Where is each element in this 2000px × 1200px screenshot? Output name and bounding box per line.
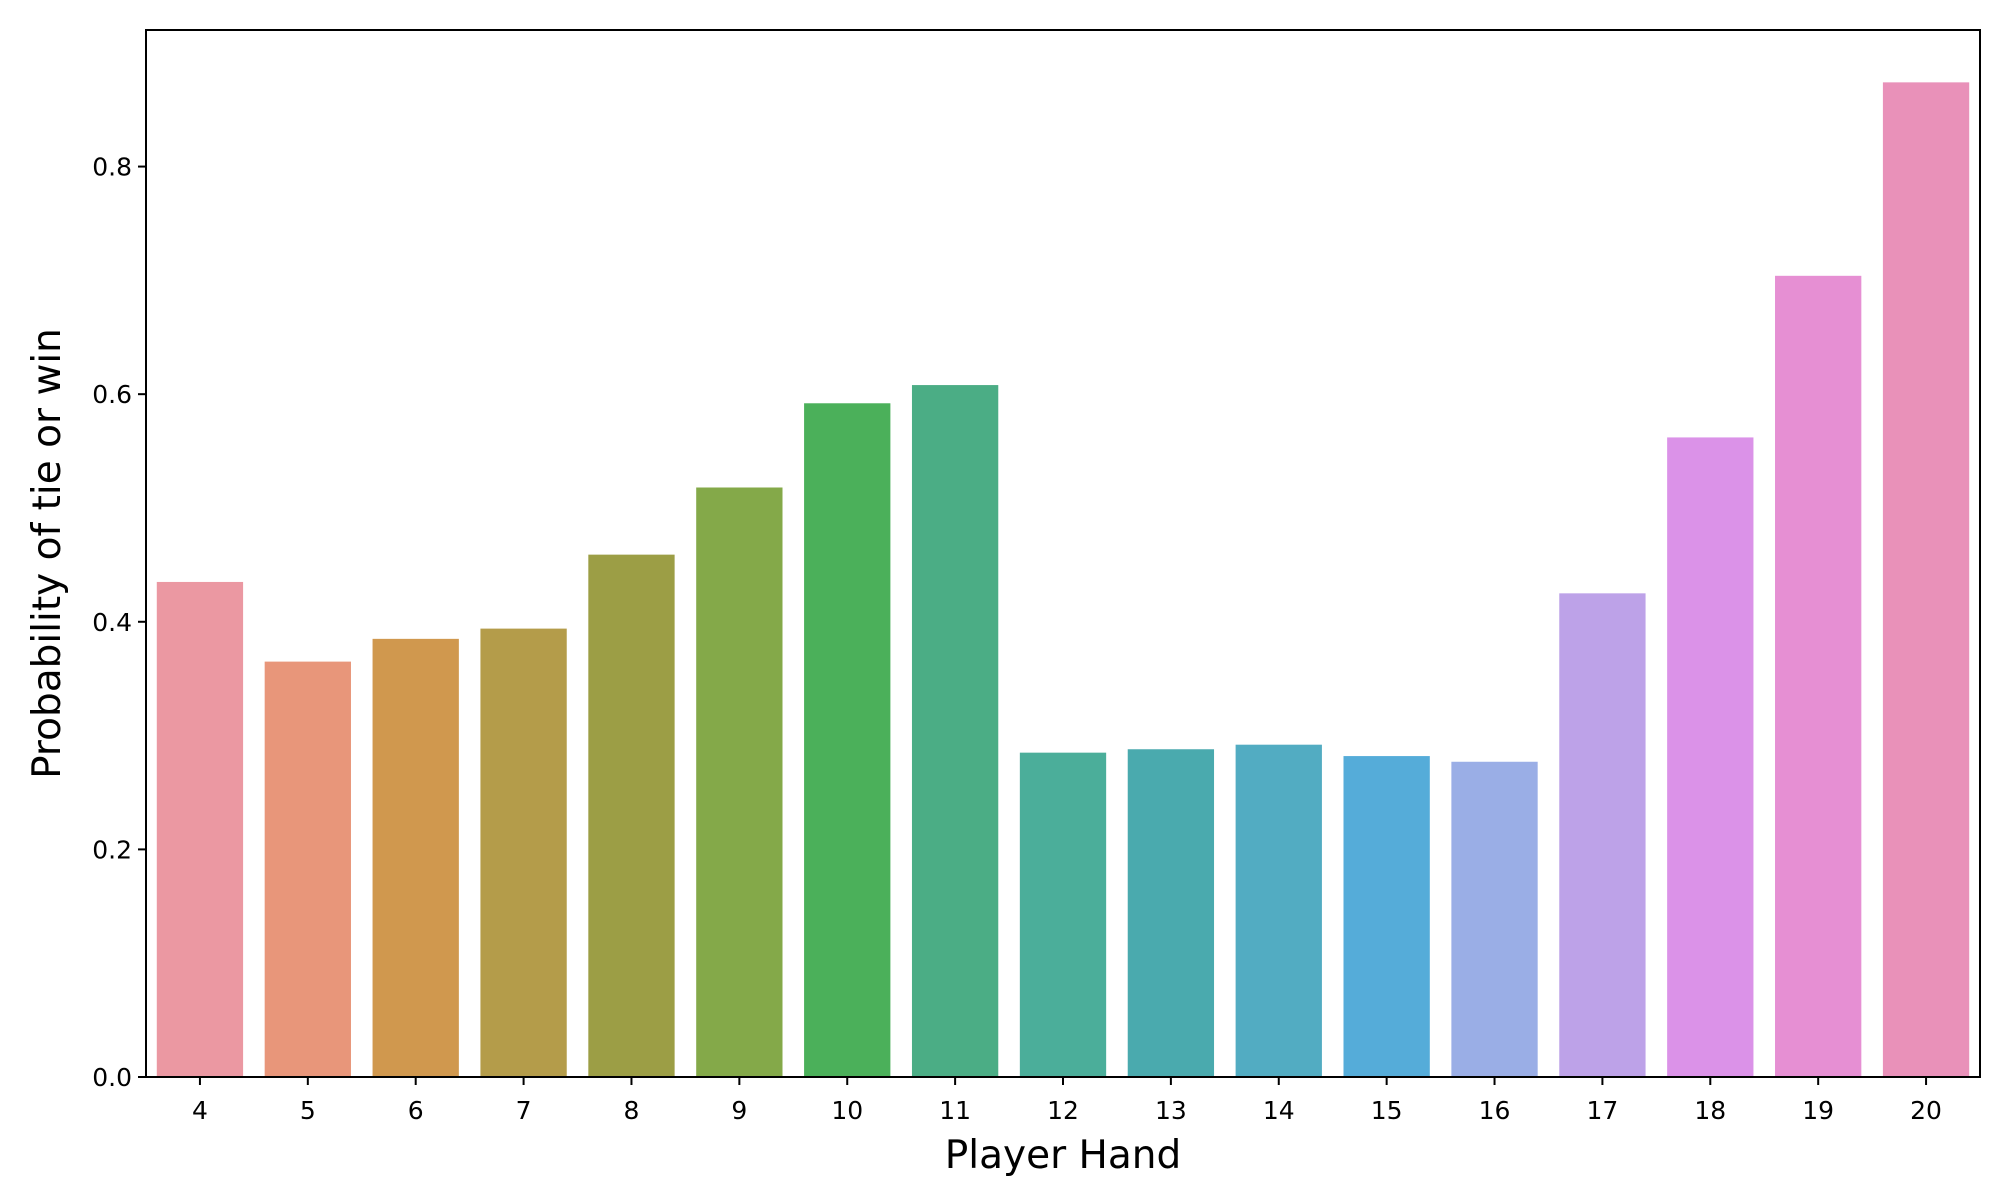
x-tick-label: 13	[1155, 1096, 1187, 1125]
bar-12	[1019, 752, 1107, 1077]
y-axis-label: Probability of tie or win	[25, 328, 70, 779]
bar-6	[372, 638, 459, 1077]
x-tick-label: 20	[1910, 1096, 1942, 1125]
x-axis-ticks: 4 5 6 7 8 9 10 11 12 13 14 15 16 17 18 19 20	[192, 1077, 1942, 1125]
y-tick-label: 0.0	[92, 1063, 132, 1092]
bar-9	[696, 487, 783, 1077]
plot-frame	[145, 29, 1981, 1078]
x-tick-label: 8	[624, 1096, 640, 1125]
bar-19	[1775, 275, 1862, 1077]
bar-7	[480, 628, 567, 1077]
x-tick-label: 14	[1263, 1096, 1295, 1125]
bar-17	[1559, 593, 1646, 1077]
x-tick-label: 9	[731, 1096, 747, 1125]
x-tick-label: 12	[1047, 1096, 1079, 1125]
bar-18	[1667, 437, 1754, 1077]
x-tick-label: 17	[1587, 1096, 1619, 1125]
bar-13	[1127, 749, 1215, 1077]
x-tick-label: 4	[192, 1096, 208, 1125]
x-tick-label: 6	[408, 1096, 424, 1125]
x-axis-label: Player Hand	[945, 1133, 1181, 1178]
bar-20	[1882, 82, 1970, 1078]
y-tick-label: 0.4	[92, 608, 132, 637]
x-tick-label: 10	[831, 1096, 863, 1125]
x-tick-label: 7	[516, 1096, 532, 1125]
y-tick-label: 0.6	[92, 380, 132, 409]
x-tick-label: 16	[1479, 1096, 1511, 1125]
bar-4	[156, 581, 244, 1077]
y-tick-label: 0.2	[92, 835, 132, 864]
x-tick-label: 15	[1371, 1096, 1403, 1125]
x-tick-label: 5	[300, 1096, 316, 1125]
y-axis-ticks: 0.0 0.2 0.4 0.6 0.8	[92, 153, 146, 1092]
x-tick-label: 11	[939, 1096, 971, 1125]
bar-5	[264, 661, 351, 1077]
bar-15	[1343, 756, 1430, 1077]
bar-11	[911, 385, 999, 1077]
x-tick-label: 18	[1694, 1096, 1726, 1125]
y-tick-label: 0.8	[92, 153, 132, 182]
bar-14	[1235, 744, 1322, 1077]
bar-16	[1451, 761, 1538, 1077]
bar-8	[588, 554, 675, 1077]
x-tick-label: 19	[1802, 1096, 1834, 1125]
bars-group	[156, 82, 1970, 1078]
bar-10	[804, 403, 891, 1077]
